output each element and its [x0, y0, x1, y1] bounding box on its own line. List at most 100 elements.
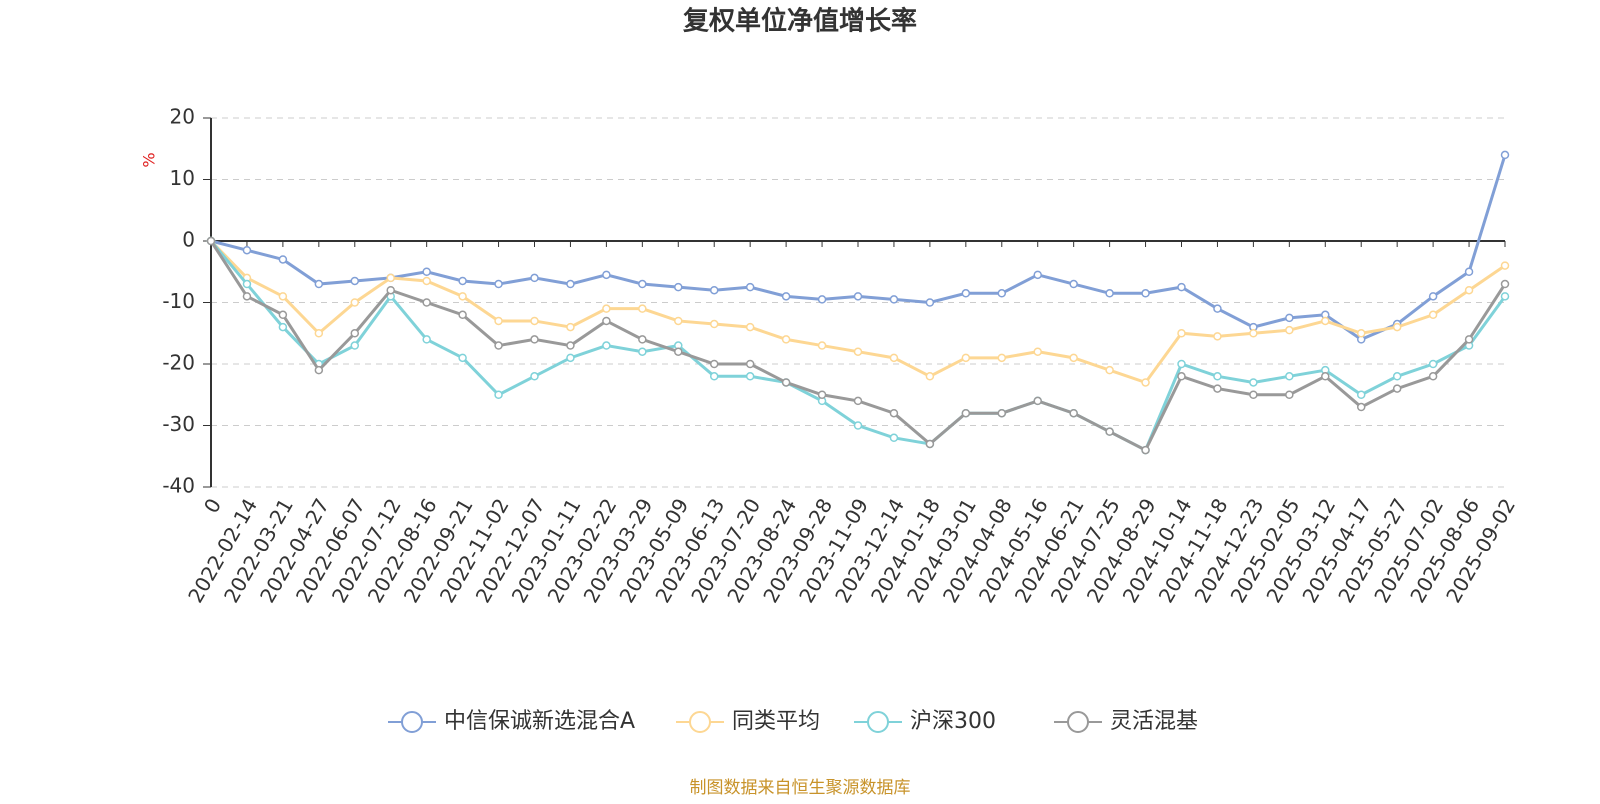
point-marker	[530, 316, 539, 326]
point-marker	[422, 276, 431, 286]
point-marker	[1069, 408, 1078, 418]
legend-item: 同类平均	[676, 709, 820, 734]
point-marker	[242, 279, 252, 289]
point-marker	[781, 378, 791, 387]
point-marker	[889, 353, 899, 363]
point-marker	[566, 322, 575, 332]
legend-label: 沪深300	[910, 709, 996, 734]
point-marker	[1428, 310, 1438, 320]
legend-item: 中信保诚新选混合A	[388, 709, 635, 734]
y-axis-label: %	[140, 152, 159, 167]
point-marker	[242, 245, 252, 255]
point-marker	[1464, 285, 1474, 295]
point-marker	[1500, 292, 1510, 301]
point-marker	[638, 347, 647, 356]
point-marker	[961, 353, 971, 363]
point-marker	[997, 289, 1007, 298]
point-marker	[674, 347, 683, 356]
point-marker	[1033, 396, 1042, 406]
point-marker	[1464, 335, 1474, 344]
point-marker	[386, 285, 395, 295]
point-marker	[1321, 372, 1330, 381]
point-marker	[494, 341, 503, 350]
legend-marker	[867, 711, 889, 733]
point-marker	[422, 298, 431, 307]
y-tick-label: -20	[162, 351, 195, 375]
point-marker	[674, 316, 683, 326]
point-marker	[745, 372, 755, 381]
point-marker	[1285, 325, 1294, 335]
point-marker	[961, 289, 971, 298]
point-marker	[278, 322, 288, 332]
point-marker	[1213, 384, 1222, 393]
point-marker	[1033, 270, 1042, 280]
point-marker	[817, 341, 827, 350]
point-marker	[422, 267, 431, 276]
point-marker	[817, 295, 827, 304]
point-marker	[530, 372, 539, 381]
point-marker	[1392, 322, 1402, 332]
point-marker	[853, 292, 863, 301]
point-marker	[1213, 372, 1222, 381]
point-marker	[314, 365, 324, 375]
point-marker	[458, 310, 467, 320]
point-marker	[350, 298, 360, 307]
point-marker	[1105, 427, 1114, 436]
legend-marker	[689, 711, 711, 733]
point-marker	[350, 276, 360, 286]
point-marker	[817, 390, 827, 399]
point-marker	[278, 310, 288, 320]
point-marker	[1392, 372, 1402, 381]
point-marker	[566, 279, 575, 289]
point-marker	[1105, 365, 1114, 375]
point-marker	[278, 255, 288, 264]
point-marker	[853, 421, 863, 430]
point-marker	[314, 329, 324, 338]
point-marker	[1500, 150, 1510, 160]
legend-marker	[1067, 711, 1089, 733]
point-marker	[925, 298, 935, 307]
y-tick-label: -10	[162, 289, 195, 313]
point-marker	[781, 292, 791, 301]
point-marker	[278, 292, 288, 301]
point-marker	[1500, 279, 1510, 289]
point-marker	[1464, 267, 1474, 276]
point-marker	[709, 372, 719, 381]
point-marker	[386, 273, 395, 283]
point-marker	[242, 292, 252, 301]
point-marker	[709, 285, 719, 295]
legend-label: 同类平均	[732, 709, 820, 734]
point-marker	[1033, 347, 1042, 356]
point-marker	[1213, 332, 1222, 341]
point-marker	[997, 353, 1007, 363]
point-marker	[1177, 329, 1186, 338]
point-marker	[1500, 261, 1510, 270]
x-tick-label: 0	[199, 494, 226, 517]
point-marker	[745, 322, 755, 332]
point-marker	[1141, 445, 1150, 455]
legend-label: 灵活混基	[1110, 709, 1198, 734]
point-marker	[1177, 282, 1186, 292]
point-marker	[1105, 289, 1114, 298]
point-marker	[1392, 384, 1402, 393]
y-tick-label: 0	[182, 228, 195, 252]
point-marker	[566, 341, 575, 350]
legend-item: 沪深300	[854, 709, 996, 734]
point-marker	[602, 316, 611, 326]
point-marker	[1356, 390, 1366, 399]
point-marker	[458, 276, 467, 286]
point-marker	[1249, 390, 1258, 399]
chart-title: 复权单位净值增长率	[683, 6, 917, 37]
legend-item: 灵活混基	[1054, 709, 1198, 734]
point-marker	[745, 359, 755, 369]
point-marker	[1141, 378, 1150, 387]
point-marker	[1069, 279, 1078, 289]
point-marker	[494, 390, 503, 399]
point-marker	[674, 282, 683, 292]
point-marker	[961, 408, 971, 418]
legend-marker	[401, 711, 423, 733]
point-marker	[314, 279, 324, 289]
point-marker	[745, 282, 755, 292]
point-marker	[206, 236, 216, 246]
